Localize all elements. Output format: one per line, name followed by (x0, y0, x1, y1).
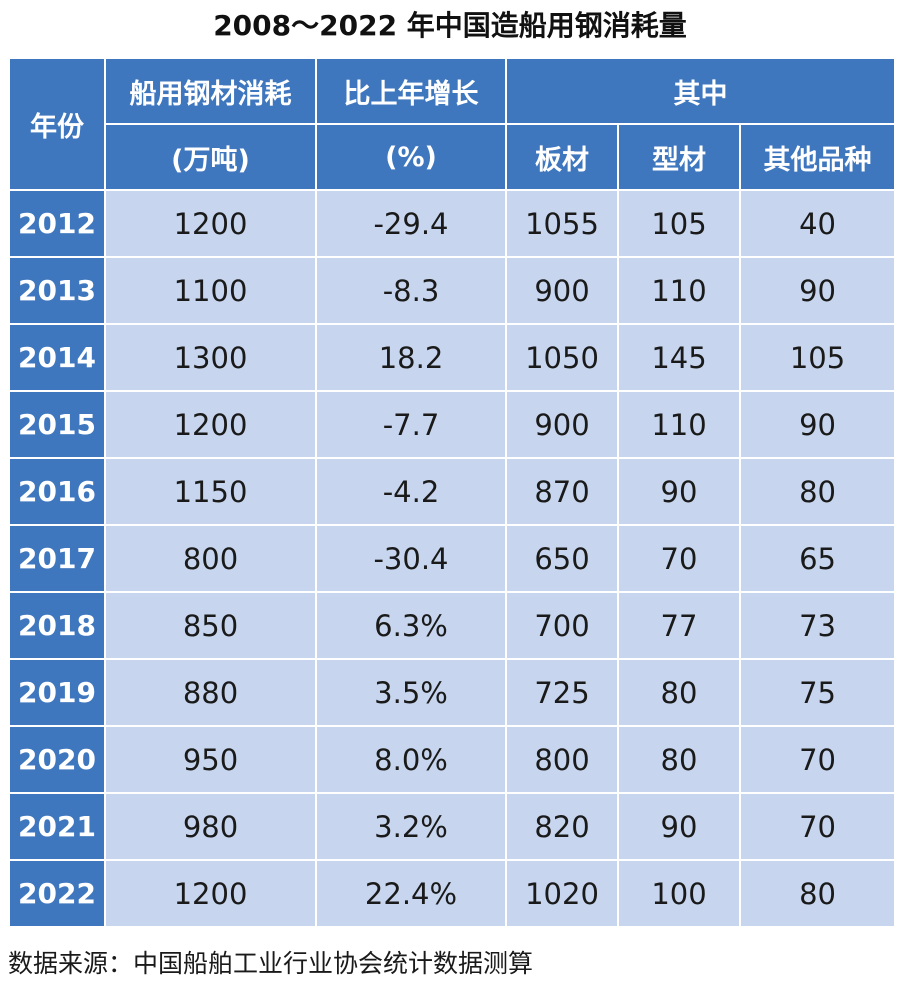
table-body: 2012 1200 -29.4 1055 105 40 2013 1100 -8.3 900 110… (8, 189, 897, 928)
section-cell: 90 (617, 792, 741, 861)
other-cell: 70 (738, 725, 897, 794)
consumption-cell: 880 (104, 658, 317, 727)
section-cell: 90 (617, 457, 741, 526)
plate-cell: 725 (505, 658, 619, 727)
header-consumption-unit: (万吨) (104, 123, 317, 191)
consumption-cell: 800 (104, 524, 317, 593)
growth-cell: -8.3 (315, 256, 507, 325)
consumption-cell: 980 (104, 792, 317, 861)
year-cell: 2014 (8, 323, 106, 392)
year-cell: 2018 (8, 591, 106, 660)
table-row: 2015 1200 -7.7 900 110 90 (8, 390, 897, 459)
plate-cell: 1055 (505, 189, 619, 258)
section-cell: 80 (617, 725, 741, 794)
growth-cell: 6.3% (315, 591, 507, 660)
header-growth-unit: (%) (315, 123, 507, 191)
growth-cell: 3.5% (315, 658, 507, 727)
table-row: 2013 1100 -8.3 900 110 90 (8, 256, 897, 325)
header-of-which: 其中 (504, 57, 897, 125)
year-cell: 2021 (8, 792, 106, 861)
consumption-cell: 1200 (104, 390, 317, 459)
plate-cell: 900 (505, 390, 619, 459)
header-plate: 板材 (505, 123, 619, 191)
year-cell: 2019 (8, 658, 106, 727)
year-cell: 2013 (8, 256, 106, 325)
consumption-cell: 1200 (104, 189, 317, 258)
section-cell: 80 (617, 658, 741, 727)
header-other: 其他品种 (738, 123, 897, 191)
section-cell: 110 (617, 256, 741, 325)
table-row: 2019 880 3.5% 725 80 75 (8, 658, 897, 727)
source-note: 数据来源：中国船舶工业行业协会统计数据测算 (8, 949, 534, 978)
year-cell: 2017 (8, 524, 106, 593)
table-title: 2008～2022 年中国造船用钢消耗量 (213, 9, 687, 42)
plate-cell: 1050 (505, 323, 619, 392)
other-cell: 70 (738, 792, 897, 861)
section-cell: 105 (617, 189, 741, 258)
consumption-cell: 1300 (104, 323, 317, 392)
table-row: 2016 1150 -4.2 870 90 80 (8, 457, 897, 526)
consumption-cell: 850 (104, 591, 317, 660)
year-cell: 2015 (8, 390, 106, 459)
plate-cell: 870 (505, 457, 619, 526)
other-cell: 80 (738, 457, 897, 526)
table-row: 2012 1200 -29.4 1055 105 40 (8, 189, 897, 258)
consumption-cell: 1200 (104, 859, 317, 928)
other-cell: 80 (738, 859, 897, 928)
table-row: 2017 800 -30.4 650 70 65 (8, 524, 897, 593)
other-cell: 40 (738, 189, 897, 258)
year-cell: 2012 (8, 189, 106, 258)
plate-cell: 700 (505, 591, 619, 660)
header-year: 年份 (8, 57, 106, 191)
other-cell: 73 (738, 591, 897, 660)
other-cell: 75 (738, 658, 897, 727)
table-row: 2022 1200 22.4% 1020 100 80 (8, 859, 897, 928)
header-section: 型材 (617, 123, 741, 191)
plate-cell: 900 (505, 256, 619, 325)
other-cell: 65 (738, 524, 897, 593)
growth-cell: 8.0% (315, 725, 507, 794)
header-growth: 比上年增长 (315, 57, 507, 125)
section-cell: 100 (617, 859, 741, 928)
section-cell: 145 (617, 323, 741, 392)
table-row: 2020 950 8.0% 800 80 70 (8, 725, 897, 794)
growth-cell: -4.2 (315, 457, 507, 526)
growth-cell: -7.7 (315, 390, 507, 459)
year-cell: 2022 (8, 859, 106, 928)
consumption-cell: 1100 (104, 256, 317, 325)
section-cell: 110 (617, 390, 741, 459)
growth-cell: 18.2 (315, 323, 507, 392)
table-row: 2021 980 3.2% 820 90 70 (8, 792, 897, 861)
consumption-cell: 950 (104, 725, 317, 794)
section-cell: 70 (617, 524, 741, 593)
table-row: 2014 1300 18.2 1050 145 105 (8, 323, 897, 392)
growth-cell: -29.4 (315, 189, 507, 258)
growth-cell: 3.2% (315, 792, 507, 861)
other-cell: 90 (738, 256, 897, 325)
other-cell: 105 (738, 323, 897, 392)
plate-cell: 1020 (505, 859, 619, 928)
table-row: 2018 850 6.3% 700 77 73 (8, 591, 897, 660)
header-consumption: 船用钢材消耗 (104, 57, 317, 125)
plate-cell: 820 (505, 792, 619, 861)
growth-cell: -30.4 (315, 524, 507, 593)
other-cell: 90 (738, 390, 897, 459)
plate-cell: 800 (505, 725, 619, 794)
year-cell: 2020 (8, 725, 106, 794)
year-cell: 2016 (8, 457, 106, 526)
consumption-cell: 1150 (104, 457, 317, 526)
growth-cell: 22.4% (315, 859, 507, 928)
section-cell: 77 (617, 591, 741, 660)
plate-cell: 650 (505, 524, 619, 593)
steel-consumption-table: 年份 船用钢材消耗 比上年增长 其中 (万吨) (%) 板材 型材 其他品种 2… (8, 57, 897, 928)
